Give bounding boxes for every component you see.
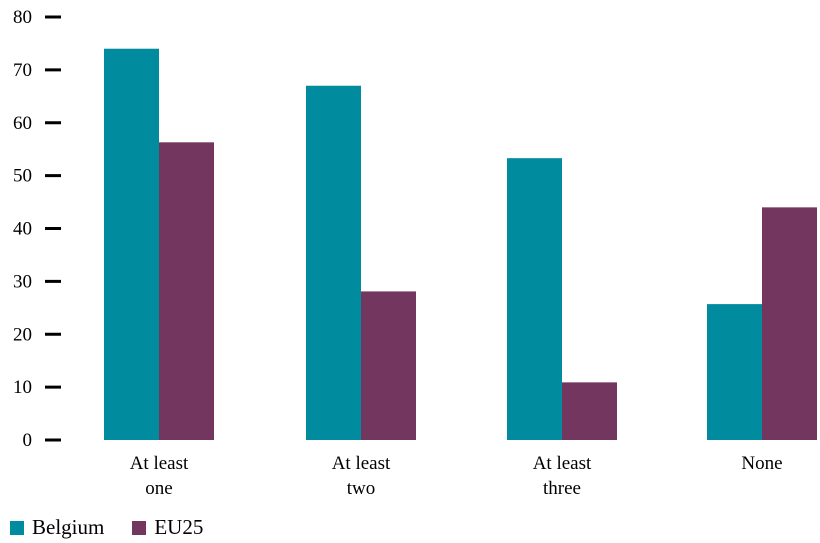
legend-swatch-belgium (10, 520, 24, 535)
bar-eu25-0 (159, 142, 214, 440)
y-tick-label: 20 (13, 324, 32, 345)
x-category-label: At least two (332, 453, 391, 499)
x-category-label: None (741, 453, 782, 474)
legend-item-belgium: Belgium (10, 515, 104, 540)
legend-label-belgium: Belgium (32, 515, 105, 539)
y-tick-label: 50 (13, 166, 32, 187)
legend-label-eu25: EU25 (154, 515, 204, 539)
bar-belgium-0 (104, 48, 159, 440)
y-tick-label: 60 (13, 113, 32, 134)
y-tick-label: 80 (13, 7, 32, 28)
bar-belgium-1 (306, 85, 361, 441)
y-axis: 0 10 20 30 40 50 60 70 80 (13, 7, 61, 451)
legend-item-eu25: EU25 (132, 515, 203, 540)
y-tick-label: 0 (23, 430, 33, 451)
bar-chart: 0 10 20 30 40 50 60 70 80 At least one At least two… (13, 7, 817, 499)
legend: Belgium EU25 (10, 515, 231, 540)
legend-swatch-eu25 (132, 520, 147, 535)
x-category-label: At least three (533, 453, 592, 499)
x-category-label: At least one (130, 453, 189, 499)
y-tick-label: 70 (13, 60, 32, 81)
bar-eu25-1 (361, 291, 416, 440)
bar-eu25-3 (762, 207, 817, 440)
y-tick-label: 10 (13, 377, 32, 398)
bars (104, 48, 817, 441)
y-tick-label: 30 (13, 271, 32, 292)
x-axis-labels: At least one At least two At least three None (130, 453, 783, 499)
bar-belgium-3 (707, 304, 762, 440)
bar-belgium-2 (507, 158, 562, 440)
bar-eu25-2 (562, 382, 617, 440)
y-tick-label: 40 (13, 219, 32, 240)
